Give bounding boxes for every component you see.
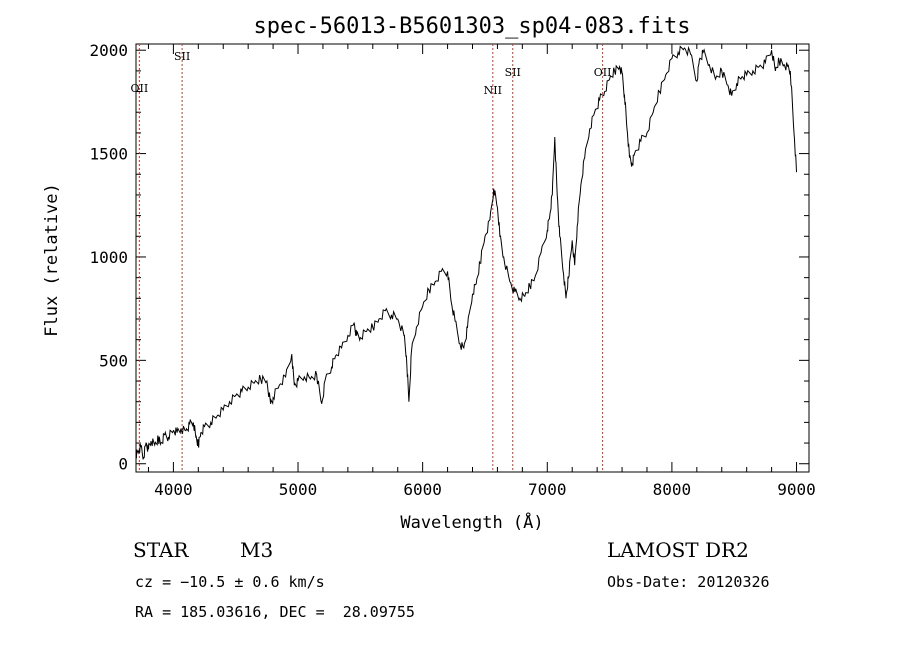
- y-tick-label: 1500: [89, 145, 128, 164]
- x-tick-label: 8000: [653, 480, 692, 499]
- x-axis-label: Wavelength (Å): [400, 511, 543, 533]
- y-tick-label: 1000: [89, 248, 128, 267]
- emission-line-label: NII: [484, 84, 502, 97]
- chart-title: spec-56013-B5601303_sp04-083.fits: [253, 14, 690, 39]
- emission-line-label: SII: [505, 66, 521, 79]
- spectrum-line: [135, 45, 797, 460]
- object-type: STAR: [133, 538, 189, 562]
- emission-line-label: SII: [174, 50, 190, 63]
- redshift-cz: cz = −10.5 ± 0.6 km/s: [135, 573, 325, 591]
- x-tick-label: 4000: [154, 480, 193, 499]
- object-subclass: M3: [240, 538, 274, 562]
- x-tick-label: 9000: [777, 480, 816, 499]
- catalog-name: LAMOST DR2: [607, 538, 749, 562]
- y-tick-label: 500: [99, 351, 128, 370]
- x-tick-label: 5000: [279, 480, 318, 499]
- plot-frame: [135, 43, 810, 473]
- y-axis-label: Flux (relative): [42, 183, 62, 337]
- axis-ticks: 4000 5000 6000 7000 8000 9000 0 500 1000 1500 2000: [89, 41, 815, 499]
- y-tick-label: 2000: [89, 41, 128, 60]
- y-tick-label: 0: [118, 455, 128, 474]
- emission-line-label: OII: [594, 66, 612, 79]
- emission-line-label: OII: [131, 82, 149, 95]
- x-tick-label: 6000: [403, 480, 442, 499]
- obs-date: Obs-Date: 20120326: [607, 573, 770, 591]
- spectrum-chart: spec-56013-B5601303_sp04-083.fits 4000 50…: [42, 14, 816, 533]
- x-tick-label: 7000: [528, 480, 567, 499]
- coordinates: RA = 185.03616, DEC = 28.09755: [135, 603, 415, 621]
